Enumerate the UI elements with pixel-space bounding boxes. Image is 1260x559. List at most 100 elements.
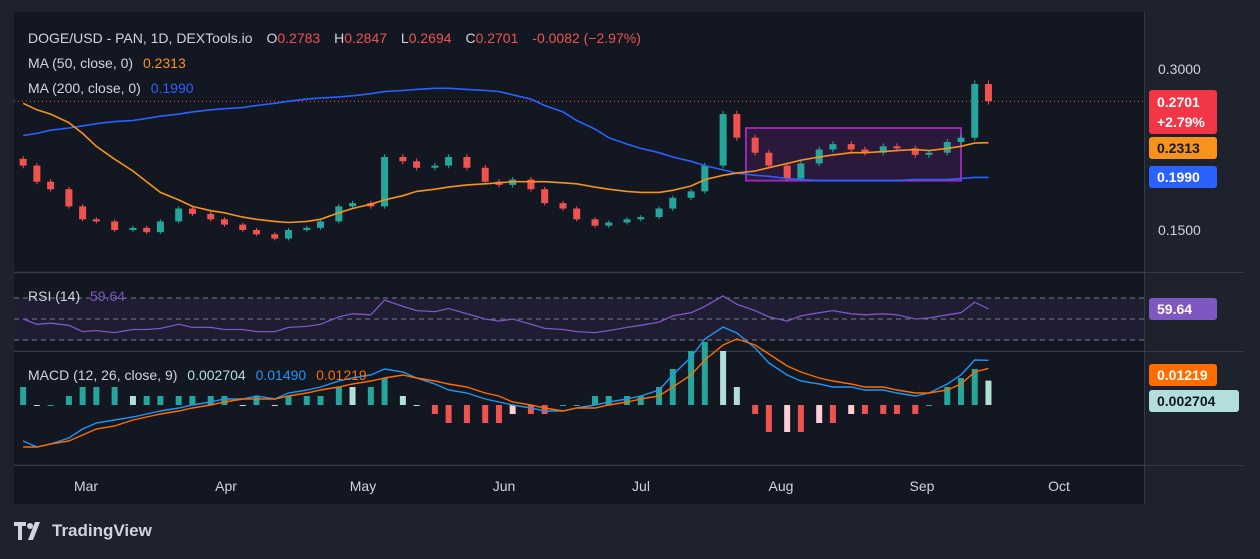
candle <box>893 146 901 149</box>
macd-histogram-bar <box>285 396 292 405</box>
ma50-legend[interactable]: MA (50, close, 0) 0.2313 <box>28 55 186 71</box>
macd-histogram-bar <box>445 405 452 423</box>
rsi-label: RSI (14) <box>28 288 81 304</box>
candle <box>957 137 965 142</box>
macd-histogram-bar <box>431 405 438 414</box>
macd-histogram-bar <box>349 387 356 405</box>
ma200-legend[interactable]: MA (200, close, 0) 0.1990 <box>28 80 194 96</box>
ma50-value: 0.2313 <box>142 55 186 71</box>
last-price-tag: 0.2701 +2.79% <box>1149 90 1217 134</box>
candle <box>797 163 805 179</box>
macd-histogram-bar <box>971 369 978 405</box>
macd-histogram-bar <box>303 396 310 405</box>
macd-histogram-bar <box>958 378 965 405</box>
tradingview-logo[interactable]: TradingView <box>14 521 152 541</box>
macd-histogram-bar <box>985 380 992 405</box>
candle <box>129 227 137 230</box>
x-tick-jun: Jun <box>492 478 516 494</box>
price-pane[interactable] <box>14 12 1144 271</box>
macd-histogram-bar <box>925 405 932 406</box>
candle <box>623 219 631 223</box>
macd-histogram-bar <box>79 387 86 405</box>
candle <box>207 213 215 220</box>
macd-histogram-bar <box>509 405 516 414</box>
macd-histogram-bar <box>413 405 420 406</box>
ma200-tag: 0.1990 <box>1149 166 1217 188</box>
last-change: +2.79% <box>1157 114 1205 130</box>
candle <box>687 191 695 198</box>
macd-histogram-bar <box>752 405 759 414</box>
macd-histogram-bar <box>20 387 27 405</box>
close-value: 0.2701 <box>475 30 519 46</box>
macd-histogram-bar <box>47 405 54 406</box>
macd-histogram-bar <box>463 405 470 423</box>
macd-histogram-bar <box>765 405 772 432</box>
brand-name: TradingView <box>52 521 152 540</box>
candle <box>719 114 727 166</box>
y-tick-1: 0.1500 <box>1158 222 1201 238</box>
rsi-pane[interactable] <box>14 274 1144 350</box>
rsi-tag: 59.64 <box>1149 298 1217 320</box>
candle <box>541 189 549 204</box>
x-tick-sep: Sep <box>909 478 935 494</box>
candle <box>481 167 489 182</box>
macd-line-value: 0.01490 <box>255 367 307 383</box>
candle <box>92 219 100 222</box>
macd-histogram-bar <box>527 405 534 414</box>
rsi-legend[interactable]: RSI (14) 59.64 <box>28 288 125 304</box>
macd-histogram-bar <box>381 378 388 405</box>
x-tick-oct: Oct <box>1048 478 1070 494</box>
symbol-title: DOGE/USD - PAN, 1D, DEXTools.io <box>28 30 253 46</box>
candle <box>829 144 837 150</box>
candle <box>733 114 741 138</box>
ma200-label: MA (200, close, 0) <box>28 80 141 96</box>
macd-histogram-bar <box>221 396 228 405</box>
candle <box>879 146 887 153</box>
macd-histogram-bar <box>829 405 836 423</box>
macd-histogram-bar <box>944 387 951 405</box>
candle <box>925 152 933 155</box>
macd-legend[interactable]: MACD (12, 26, close, 9) 0.002704 0.01490… <box>28 367 367 383</box>
candle <box>143 227 151 233</box>
macd-histogram-bar <box>733 387 740 405</box>
candle <box>591 219 599 226</box>
candle <box>65 189 73 207</box>
macd-line <box>22 326 989 448</box>
ma200-line <box>22 87 989 182</box>
candle <box>220 219 228 225</box>
macd-histogram-bar <box>880 405 887 414</box>
ma50-tag: 0.2313 <box>1149 137 1217 159</box>
x-tick-aug: Aug <box>768 478 794 494</box>
candle <box>431 165 439 168</box>
x-tick-may: May <box>349 478 377 494</box>
open-value: 0.2783 <box>277 30 321 46</box>
candle <box>943 141 951 153</box>
candle <box>984 84 992 102</box>
candle <box>783 165 791 179</box>
macd-histogram-bar <box>33 405 40 406</box>
macd-histogram-bar <box>605 396 612 405</box>
time-axis[interactable] <box>14 466 1144 504</box>
macd-histogram-bar <box>816 405 823 423</box>
high-label: H <box>334 30 345 46</box>
close-label: C <box>465 30 476 46</box>
macd-hist-tag: 0.002704 <box>1149 390 1239 412</box>
macd-histogram-bar <box>93 387 100 405</box>
header-legend: DOGE/USD - PAN, 1D, DEXTools.io O0.2783 … <box>28 30 641 46</box>
candle <box>559 203 567 209</box>
macd-histogram-bar <box>541 405 548 414</box>
macd-signal-value: 0.01219 <box>316 367 367 383</box>
macd-histogram-bar <box>253 396 260 405</box>
candle <box>47 181 55 190</box>
macd-histogram-bar <box>367 387 374 405</box>
ma50-line <box>22 102 989 224</box>
macd-histogram-bar <box>637 396 644 405</box>
macd-histogram-bar <box>129 396 136 405</box>
macd-histogram-bar <box>271 405 278 406</box>
candle <box>399 157 407 162</box>
candle <box>701 165 709 192</box>
macd-histogram-bar <box>317 396 324 405</box>
candle <box>463 157 471 168</box>
